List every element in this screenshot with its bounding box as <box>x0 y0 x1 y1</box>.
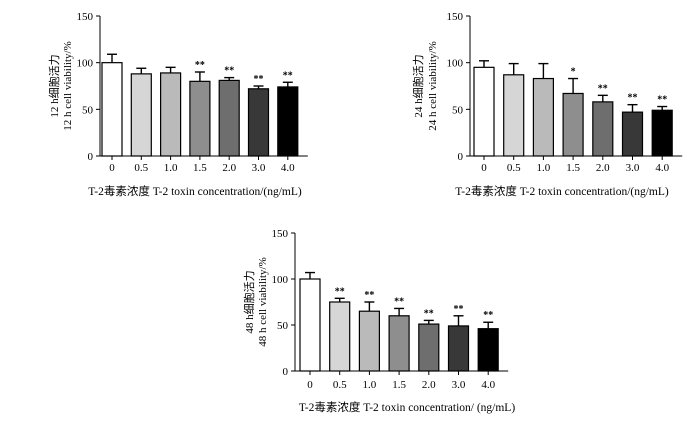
y-axis-label-en: 12 h cell viability/% <box>62 41 74 131</box>
significance-label: ** <box>454 304 464 315</box>
y-tick-label: 50 <box>452 104 464 116</box>
x-tick-label: 0.5 <box>134 162 148 174</box>
x-tick-label: 0 <box>109 162 115 174</box>
y-axis-label-en: 48 h cell viability/% <box>257 257 269 347</box>
y-axis-label-en: 24 h cell viability/% <box>427 41 439 131</box>
x-tick-label: 2.0 <box>222 162 236 174</box>
x-tick-label: 4.0 <box>655 162 669 174</box>
y-tick-label: 150 <box>77 11 94 23</box>
significance-label: ** <box>598 83 608 94</box>
y-tick-label: 50 <box>277 320 289 332</box>
bar <box>277 86 299 157</box>
chart-panel-3: 0 50 100 150 0 ** 0.5 ** 1.0 ** 1.5 ** 2.0 ** 3.0 ** 4.0… <box>243 228 515 414</box>
x-tick-label: 3.0 <box>626 162 640 174</box>
bar <box>388 315 410 372</box>
significance-label: ** <box>483 310 493 321</box>
significance-label: ** <box>283 70 293 81</box>
bar <box>503 74 525 157</box>
y-tick-label: 0 <box>458 151 464 163</box>
chart-panel-2: 0 50 100 150 0 0.5 1.0 * 1.5 ** 2.0 ** 3.0 ** 4.0 24 h细… <box>412 11 683 198</box>
y-tick-label: 0 <box>88 151 94 163</box>
x-tick-label: 2.0 <box>596 162 610 174</box>
x-tick-label: 4.0 <box>481 379 495 391</box>
bar <box>358 310 380 372</box>
bar <box>218 79 240 157</box>
x-tick-label: 0.5 <box>507 162 521 174</box>
bar <box>477 328 499 372</box>
x-axis-label: T-2毒素浓度 T-2 toxin concentration/(ng/mL) <box>455 184 669 198</box>
x-tick-label: 2.0 <box>422 379 436 391</box>
y-axis-label-cn: 48 h细胞活力 <box>243 270 256 333</box>
x-tick-label: 1.0 <box>363 379 377 391</box>
x-tick-label: 0 <box>307 379 313 391</box>
y-tick-label: 100 <box>272 274 289 286</box>
bar <box>247 88 270 157</box>
bar <box>621 111 644 157</box>
x-tick-label: 1.5 <box>392 379 406 391</box>
x-tick-label: 1.0 <box>537 162 551 174</box>
y-tick-label: 100 <box>77 58 94 70</box>
bar <box>299 278 321 372</box>
y-tick-label: 150 <box>272 228 289 240</box>
y-tick-label: 100 <box>447 58 464 70</box>
significance-label: ** <box>394 296 404 307</box>
x-tick-label: 0.5 <box>333 379 347 391</box>
y-tick-label: 0 <box>283 366 289 378</box>
bar <box>562 92 584 157</box>
bar <box>101 62 123 157</box>
y-axis-label-cn: 24 h细胞活力 <box>412 54 425 117</box>
significance-label: ** <box>364 290 374 301</box>
x-axis-label: T-2毒素浓度 T-2 toxin concentration/ (ng/mL) <box>299 400 516 414</box>
x-axis-label: T-2毒素浓度 T-2 toxin concentration/(ng/mL) <box>88 184 302 198</box>
significance-label: ** <box>424 308 434 319</box>
x-tick-label: 1.5 <box>566 162 580 174</box>
x-tick-label: 4.0 <box>281 162 295 174</box>
bar <box>447 325 470 372</box>
y-axis-label-cn: 12 h细胞活力 <box>48 54 61 117</box>
x-tick-label: 1.5 <box>193 162 207 174</box>
bar <box>651 109 673 157</box>
significance-label: ** <box>224 66 234 77</box>
x-tick-label: 1.0 <box>164 162 178 174</box>
y-tick-label: 150 <box>447 11 464 23</box>
bar <box>130 73 152 157</box>
significance-label: ** <box>254 74 264 85</box>
y-tick-label: 50 <box>82 104 94 116</box>
bar <box>189 80 211 157</box>
bar <box>473 66 495 157</box>
bar <box>532 77 555 157</box>
significance-label: ** <box>335 286 345 297</box>
x-tick-label: 3.0 <box>252 162 266 174</box>
bar <box>418 323 440 372</box>
significance-label: ** <box>628 93 638 104</box>
significance-label: * <box>571 67 576 78</box>
significance-label: ** <box>657 95 667 106</box>
significance-label: ** <box>195 60 205 71</box>
bar <box>160 72 182 157</box>
x-tick-label: 0 <box>481 162 487 174</box>
x-tick-label: 3.0 <box>452 379 466 391</box>
bar <box>592 101 614 157</box>
chart-panel-1: 0 50 100 150 0 0.5 1.0 ** 1.5 ** 2.0 ** 3.0 ** 4.0 12 h… <box>48 11 308 198</box>
bar <box>329 301 351 372</box>
